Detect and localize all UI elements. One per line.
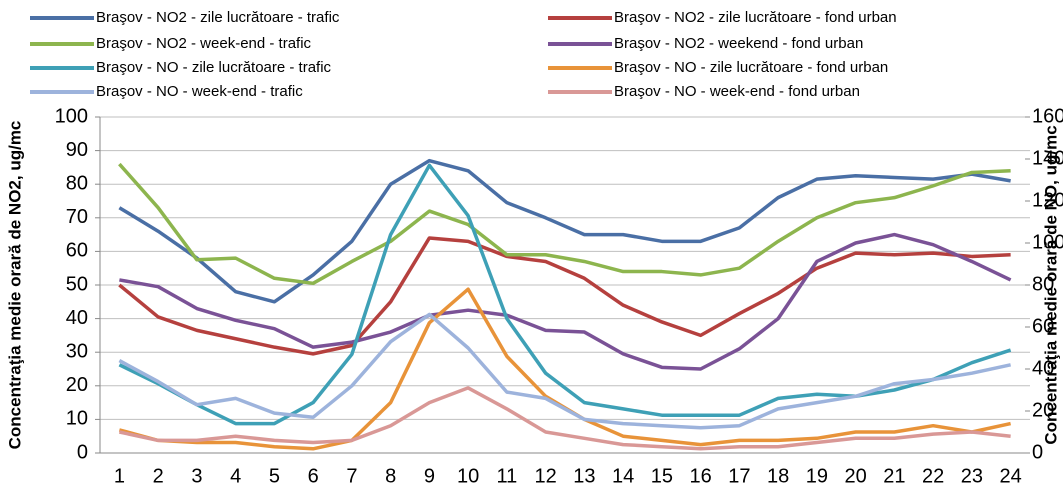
x-tick-label: 24 <box>1000 465 1022 487</box>
y-tick-label: 0 <box>77 441 88 463</box>
legend-label: Braşov - NO - zile lucrătoare - trafic <box>96 59 332 76</box>
x-tick-label: 10 <box>457 465 479 487</box>
y-axis-title: Concentraţia medie orară de NO2, ug/mc <box>5 121 24 450</box>
y2-tick-label: 120 <box>1032 189 1063 211</box>
x-tick-label: 22 <box>922 465 944 487</box>
x-tick-label: 19 <box>806 465 828 487</box>
x-tick-label: 9 <box>424 465 435 487</box>
x-tick-label: 17 <box>728 465 750 487</box>
x-tick-label: 11 <box>496 465 517 487</box>
y-tick-label: 90 <box>66 139 88 161</box>
legend-label: Braşov - NO2 - week-end - trafic <box>96 35 312 52</box>
x-tick-label: 8 <box>385 465 396 487</box>
series-line <box>118 312 1012 430</box>
y2-tick-label: 100 <box>1032 231 1063 253</box>
x-tick-label: 4 <box>230 465 241 487</box>
x-tick-label: 3 <box>191 465 202 487</box>
y-tick-label: 30 <box>66 340 88 362</box>
x-tick-label: 1 <box>114 465 125 487</box>
y-tick-label: 20 <box>66 374 88 396</box>
x-tick-label: 7 <box>346 465 357 487</box>
series-line <box>118 158 1011 304</box>
x-tick-label: 6 <box>308 465 319 487</box>
legend-label: Braşov - NO - week-end - trafic <box>96 83 303 100</box>
y2-tick-label: 40 <box>1032 357 1054 379</box>
x-tick-label: 21 <box>883 465 905 487</box>
legend-label: Braşov - NO2 - zile lucrătoare - fond ur… <box>614 9 897 26</box>
legend-label: Braşov - NO2 - zile lucrătoare - trafic <box>96 9 340 26</box>
y-tick-label: 100 <box>55 105 88 127</box>
y-tick-label: 40 <box>66 307 88 329</box>
series-line <box>119 386 1011 451</box>
x-tick-label: 20 <box>845 465 867 487</box>
y2-tick-label: 80 <box>1032 273 1054 295</box>
y-tick-label: 50 <box>66 273 88 295</box>
x-tick-label: 16 <box>690 465 712 487</box>
x-tick-label: 15 <box>651 465 673 487</box>
series-line <box>118 162 1011 286</box>
x-tick-label: 12 <box>535 465 557 487</box>
x-tick-label: 18 <box>767 465 789 487</box>
series-line <box>118 236 1011 356</box>
y2-tick-label: 140 <box>1032 147 1063 169</box>
series-line <box>119 232 1012 371</box>
legend-label: Braşov - NO - zile lucrătoare - fond urb… <box>614 59 888 76</box>
x-tick-label: 14 <box>612 465 634 487</box>
y2-tick-label: 0 <box>1032 441 1043 463</box>
legend-label: Braşov - NO2 - weekend - fond urban <box>614 35 863 52</box>
y2-tick-label: 60 <box>1032 315 1054 337</box>
x-tick-label: 23 <box>961 465 983 487</box>
x-tick-label: 2 <box>153 465 164 487</box>
x-tick-label: 13 <box>573 465 595 487</box>
legend-label: Braşov - NO - week-end - fond urban <box>614 83 860 100</box>
y2-tick-label: 20 <box>1032 399 1054 421</box>
y2-axis-title: Concentraţia medie orară de NO, ug/mc <box>1041 125 1060 444</box>
y-tick-label: 60 <box>66 240 88 262</box>
x-tick-label: 5 <box>269 465 280 487</box>
y-tick-label: 70 <box>66 206 88 228</box>
y-tick-label: 10 <box>66 408 88 430</box>
y2-tick-label: 160 <box>1032 105 1063 127</box>
y-tick-label: 80 <box>66 172 88 194</box>
